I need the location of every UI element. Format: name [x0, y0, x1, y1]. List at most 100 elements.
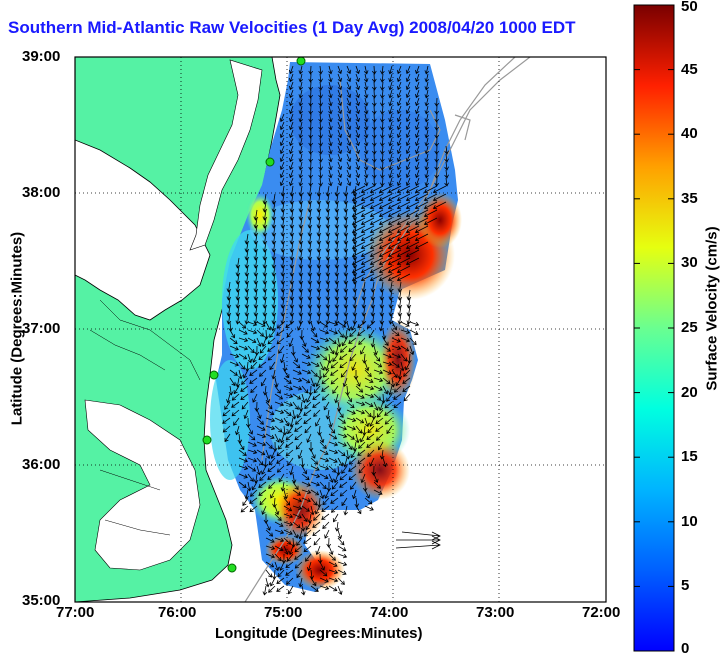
- velocity-vector: [229, 345, 239, 351]
- velocity-vector: [405, 81, 411, 91]
- velocity-vector: [339, 489, 348, 497]
- velocity-vector: [355, 417, 365, 424]
- velocity-vector: [262, 385, 268, 396]
- velocity-vector: [414, 209, 429, 218]
- velocity-vector: [400, 361, 405, 372]
- velocity-vector: [396, 209, 411, 218]
- velocity-vector: [444, 169, 449, 179]
- velocity-vector: [328, 105, 333, 115]
- velocity-vector: [298, 401, 304, 412]
- velocity-vector: [292, 521, 301, 529]
- velocity-vector: [263, 514, 269, 524]
- velocity-vector: [247, 433, 256, 441]
- velocity-vector: [364, 361, 370, 372]
- velocity-vector: [371, 137, 377, 147]
- velocity-vector: [405, 169, 411, 179]
- velocity-vector: [357, 321, 366, 328]
- velocity-vector: [373, 377, 384, 383]
- velocity-vector: [349, 329, 357, 338]
- velocity-vector: [333, 473, 339, 484]
- velocity-vector: [252, 393, 258, 403]
- x-tick-label: 76:00: [158, 604, 197, 621]
- velocity-vector: [319, 473, 329, 480]
- velocity-vector: [282, 425, 288, 436]
- velocity-vector: [351, 257, 366, 266]
- velocity-vector: [319, 561, 325, 571]
- velocity-vector: [249, 489, 258, 497]
- velocity-vector: [289, 161, 294, 171]
- velocity-vector: [363, 161, 369, 171]
- velocity-vector: [283, 529, 293, 535]
- velocity-vector: [363, 145, 369, 155]
- velocity-vector: [318, 161, 323, 171]
- velocity-vector: [308, 153, 314, 163]
- velocity-vector: [308, 137, 314, 147]
- velocity-vector: [355, 385, 364, 393]
- velocity-vector: [301, 393, 306, 404]
- velocity-vector: [391, 353, 401, 359]
- velocity-vector: [247, 481, 252, 492]
- velocity-vector: [396, 273, 411, 282]
- velocity-vector: [332, 353, 339, 362]
- velocity-vector: [378, 193, 393, 202]
- colorbar-tick-label: 20: [681, 383, 698, 401]
- velocity-vector: [371, 89, 377, 99]
- velocity-vector: [415, 161, 420, 171]
- velocity-vector: [330, 369, 339, 376]
- velocity-vector: [332, 385, 339, 394]
- colorbar-tick-label: 10: [681, 512, 698, 530]
- velocity-vector: [396, 193, 411, 202]
- station-marker: [202, 435, 212, 445]
- velocity-vector: [247, 441, 257, 447]
- velocity-vector: [328, 465, 337, 473]
- velocity-vector: [328, 113, 333, 123]
- velocity-vector: [351, 273, 366, 282]
- velocity-vector: [256, 449, 266, 456]
- velocity-vector: [351, 241, 366, 250]
- velocity-vector: [235, 377, 241, 388]
- colorbar-tick-label: 5: [681, 577, 690, 595]
- velocity-vector: [363, 129, 369, 139]
- velocity-vector: [252, 353, 258, 363]
- velocity-vector: [405, 153, 411, 163]
- velocity-vector: [391, 321, 398, 331]
- velocity-vector: [355, 393, 365, 399]
- velocity-vector: [346, 425, 356, 431]
- velocity-vector: [328, 577, 339, 583]
- velocity-vector: [276, 457, 285, 464]
- velocity-vector: [313, 409, 321, 417]
- velocity-vector: [343, 505, 348, 516]
- velocity-vector: [318, 97, 323, 107]
- velocity-vector: [387, 201, 402, 210]
- velocity-vector: [391, 329, 400, 337]
- velocity-vector: [267, 465, 276, 472]
- velocity-vector: [247, 353, 253, 364]
- velocity-vector: [318, 73, 323, 83]
- velocity-vector: [310, 345, 321, 351]
- velocity-vector: [358, 337, 366, 345]
- velocity-vector: [247, 321, 258, 327]
- velocity-vector: [224, 401, 231, 410]
- velocity-vector: [351, 321, 357, 331]
- velocity-vector: [360, 217, 375, 226]
- velocity-vector: [405, 225, 420, 234]
- velocity-vector: [259, 473, 267, 482]
- velocity-vector: [364, 497, 373, 505]
- velocity-vector: [288, 337, 294, 348]
- velocity-vector: [251, 481, 258, 491]
- velocity-vector: [298, 89, 304, 99]
- velocity-vector: [274, 561, 280, 572]
- velocity-vector: [380, 153, 385, 163]
- velocity-vector: [258, 353, 267, 361]
- velocity-vector: [337, 153, 343, 163]
- velocity-vector: [283, 505, 293, 512]
- velocity-vector: [319, 457, 330, 463]
- velocity-vector: [387, 185, 402, 194]
- velocity-vector: [328, 73, 333, 83]
- velocity-vector: [319, 361, 325, 371]
- velocity-vector: [376, 409, 384, 418]
- velocity-vector: [378, 273, 393, 282]
- velocity-vector: [415, 129, 420, 139]
- velocity-vector: [346, 393, 353, 403]
- y-tick-label: 36:00: [22, 456, 61, 473]
